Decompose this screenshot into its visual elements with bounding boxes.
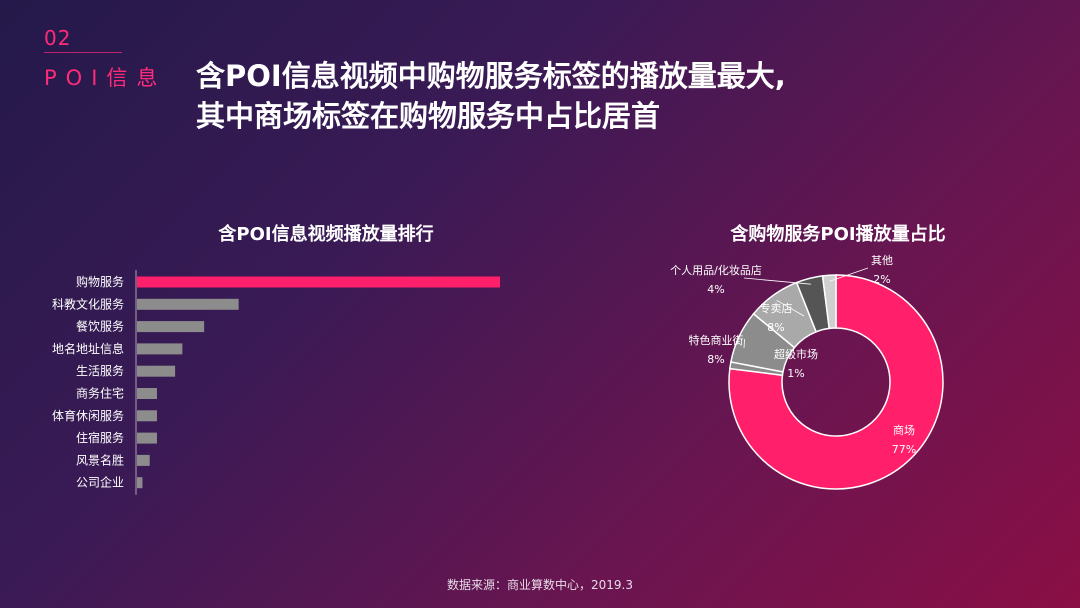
- bar-chart: 购物服务科教文化服务餐饮服务地名地址信息生活服务商务住宅体育休闲服务住宿服务风景…: [52, 270, 500, 495]
- bar-0: [137, 276, 500, 288]
- headline-line-2: 其中商场标签在购物服务中占比居首: [196, 99, 661, 133]
- section-divider: [44, 52, 122, 53]
- donut-label-0: 商场: [893, 423, 915, 437]
- bar-8: [137, 454, 150, 466]
- donut-label-1: 超级市场: [774, 347, 818, 361]
- bar-5: [137, 388, 157, 399]
- donut-slice-5: [821, 274, 837, 330]
- donut-pct-1: 1%: [787, 367, 804, 380]
- bar-3: [137, 343, 183, 355]
- bar-6: [137, 410, 157, 422]
- donut-leader-3: [776, 299, 805, 317]
- bar-2: [137, 321, 205, 333]
- donut-pct-0: 77%: [892, 443, 916, 456]
- donut-pct-2: 8%: [707, 353, 724, 366]
- bar-chart-title: 含POI信息视频播放量排行: [218, 224, 434, 245]
- bar-label-6: 体育休闲服务: [52, 408, 124, 423]
- section-name: POI信息: [44, 66, 167, 90]
- donut-leader-2: [743, 338, 746, 349]
- pie-chart-title: 含购物服务POI播放量占比: [730, 224, 946, 245]
- bar-7: [137, 432, 157, 444]
- donut-label-2: 特色商业街: [689, 333, 744, 347]
- page-headline: 含POI信息视频中购物服务标签的播放量最大, 其中商场标签在购物服务中占比居首: [196, 56, 786, 136]
- bar-label-1: 科教文化服务: [52, 296, 124, 311]
- donut-label-4: 个人用品/化妆品店: [670, 263, 762, 277]
- bar-label-4: 生活服务: [76, 363, 124, 378]
- donut-label-3: 专卖店: [760, 301, 793, 315]
- donut-slice-0: [728, 274, 944, 490]
- donut-leader-4: [743, 277, 811, 285]
- bar-4: [137, 365, 176, 377]
- donut-pct-4: 4%: [707, 283, 724, 296]
- bar-9: [137, 477, 143, 489]
- donut-chart: 商场 77% 超级市场 1% 特色商业街 8% 专卖店 8% 个人用品/化妆品店 4% 其他 2%: [670, 254, 944, 490]
- headline-line-1: 含POI信息视频中购物服务标签的播放量最大,: [196, 59, 786, 93]
- bar-label-0: 购物服务: [76, 274, 124, 289]
- bar-1: [137, 298, 239, 310]
- donut-pct-5: 2%: [873, 273, 890, 286]
- bar-label-9: 公司企业: [76, 475, 124, 490]
- donut-pct-3: 8%: [767, 321, 784, 334]
- donut-label-5: 其他: [871, 254, 893, 267]
- data-source-note: 数据来源：商业算数中心，2019.3: [447, 578, 633, 592]
- bar-label-3: 地名地址信息: [52, 341, 124, 356]
- bar-label-8: 风景名胜: [76, 452, 124, 467]
- bar-label-5: 商务住宅: [76, 386, 124, 401]
- bar-label-2: 餐饮服务: [76, 319, 124, 334]
- donut-leader-5: [829, 267, 869, 282]
- section-number: 02: [44, 26, 72, 50]
- bar-label-7: 住宿服务: [76, 430, 124, 445]
